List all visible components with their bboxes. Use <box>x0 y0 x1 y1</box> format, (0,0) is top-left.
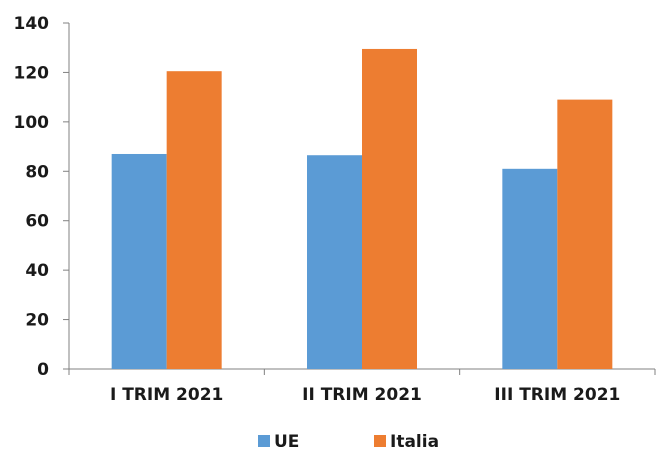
y-tick-label: 20 <box>25 311 49 331</box>
legend-swatch-ue <box>258 435 270 447</box>
bar-italia-3 <box>557 99 613 369</box>
bar-italia-2 <box>362 48 417 369</box>
legend: UE Italia <box>258 432 439 452</box>
category-label: II TRIM 2021 <box>302 385 422 405</box>
bar-italia-1 <box>166 71 222 369</box>
bar-ue-3 <box>502 168 558 369</box>
legend-swatch-italia <box>374 435 386 447</box>
y-tick-label: 100 <box>14 113 50 133</box>
y-tick-label: 80 <box>25 162 49 182</box>
y-axis-ticks: 0 20 40 60 80 100 120 140 <box>14 14 69 380</box>
bars <box>111 48 613 369</box>
category-label: I TRIM 2021 <box>110 385 223 405</box>
y-tick-label: 40 <box>25 261 49 281</box>
category-label: III TRIM 2021 <box>494 385 620 405</box>
y-tick-label: 0 <box>37 360 49 380</box>
x-axis-ticks <box>68 369 656 375</box>
legend-label-italia: Italia <box>390 432 439 452</box>
y-tick-label: 140 <box>14 14 50 34</box>
category-labels: I TRIM 2021 II TRIM 2021 III TRIM 2021 <box>110 385 620 405</box>
legend-label-ue: UE <box>274 432 299 452</box>
y-tick-label: 60 <box>25 212 49 232</box>
y-tick-label: 120 <box>14 63 50 83</box>
bar-ue-1 <box>111 153 167 369</box>
bar-ue-2 <box>307 155 362 369</box>
